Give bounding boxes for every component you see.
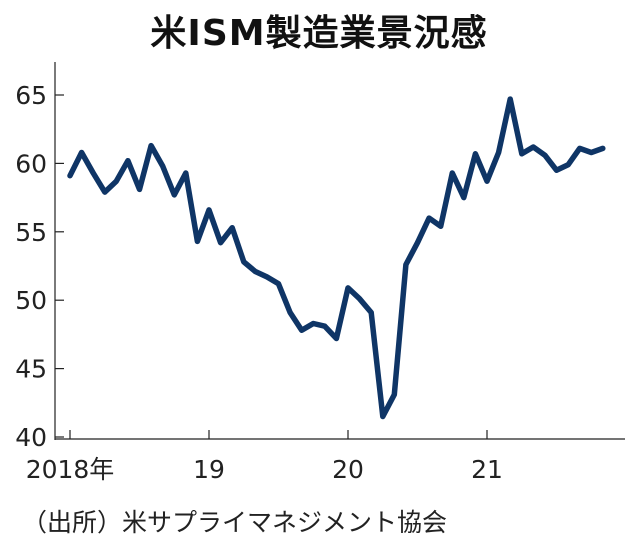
y-tick-label: 65 — [15, 81, 47, 110]
y-tick-label: 55 — [15, 218, 47, 247]
y-tick-label: 60 — [15, 149, 47, 178]
x-tick-label: 20 — [332, 455, 364, 484]
y-tick-label: 50 — [15, 286, 47, 315]
x-axis: 2018年 19 20 21 — [26, 430, 625, 484]
series-line — [67, 96, 606, 420]
chart-title: 米ISM製造業景況感 — [150, 13, 488, 54]
x-tick-label: 19 — [193, 455, 225, 484]
x-tick-label: 21 — [471, 455, 503, 484]
y-tick-label: 40 — [15, 423, 47, 452]
y-tick-label: 45 — [15, 355, 47, 384]
source-note: （出所）米サプライマネジメント協会 — [22, 508, 448, 537]
y-axis: 40 45 50 55 60 65 — [15, 62, 64, 452]
x-tick-label: 2018年 — [26, 455, 115, 484]
series-layer — [67, 96, 606, 420]
